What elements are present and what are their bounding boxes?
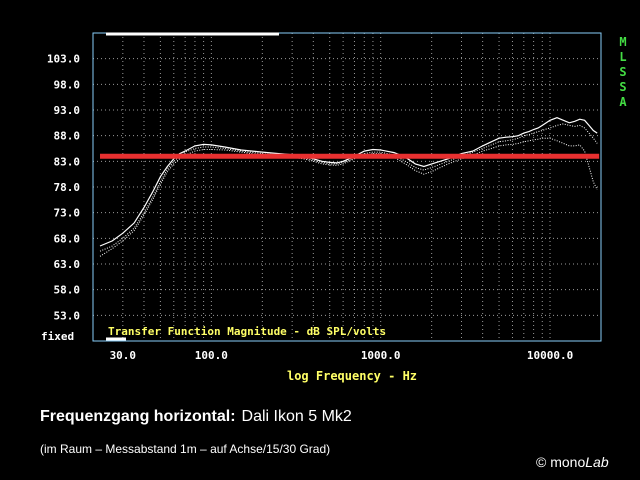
caption-title: Frequenzgang horizontal: xyxy=(40,408,236,425)
y-scale-mode-label: fixed xyxy=(41,330,74,343)
y-tick-label: 83.0 xyxy=(54,155,81,168)
y-tick-label: 63.0 xyxy=(54,258,81,271)
monolab-logo: © monoLab xyxy=(536,454,609,470)
grid xyxy=(93,33,601,341)
x-tick-labels: 30.0 100.0 1000.0 10000.0 xyxy=(110,349,574,362)
response-curve-2 xyxy=(99,123,598,252)
copyright-symbol: © xyxy=(536,454,547,470)
response-curve-1 xyxy=(99,117,598,247)
x-axis-label: log Frequency - Hz xyxy=(287,369,417,383)
y-tick-label: 53.0 xyxy=(54,309,81,322)
logo-text-mono: mono xyxy=(550,454,586,470)
y-tick-label: 98.0 xyxy=(54,78,81,91)
caption: Frequenzgang horizontal: Dali Ikon 5 Mk2 xyxy=(40,408,352,426)
side-label-letter: M xyxy=(619,35,626,49)
chart-title: Transfer Function Magnitude - dB SPL/vol… xyxy=(108,325,386,338)
caption-subtitle: (im Raum – Messabstand 1m – auf Achse/15… xyxy=(40,442,331,456)
y-tick-label: 78.0 xyxy=(54,181,81,194)
side-label-letter: A xyxy=(619,95,627,109)
logo-text-lab: Lab xyxy=(585,454,609,470)
side-label-letter: L xyxy=(619,50,626,64)
caption-model: Dali Ikon 5 Mk2 xyxy=(241,408,352,425)
y-tick-label: 93.0 xyxy=(54,104,81,117)
x-tick-label: 10000.0 xyxy=(527,349,573,362)
side-label-letter: S xyxy=(619,65,626,79)
frequency-response-chart: 103.0 98.0 93.0 88.0 83.0 78.0 73.0 68.0 63.0 58.… xyxy=(41,32,627,383)
y-tick-label: 103.0 xyxy=(47,53,80,66)
plot-frame xyxy=(92,32,602,342)
side-label-letter: S xyxy=(619,80,626,94)
x-tick-label: 30.0 xyxy=(110,349,137,362)
y-tick-label: 73.0 xyxy=(54,207,81,220)
y-tick-label: 58.0 xyxy=(54,284,81,297)
y-tick-label: 88.0 xyxy=(54,130,81,143)
y-tick-label: 68.0 xyxy=(54,232,81,245)
y-tick-labels: 103.0 98.0 93.0 88.0 83.0 78.0 73.0 68.0 63.0 58.… xyxy=(47,53,80,323)
x-tick-label: 1000.0 xyxy=(361,349,401,362)
x-tick-label: 100.0 xyxy=(195,349,228,362)
response-curves xyxy=(99,117,598,257)
